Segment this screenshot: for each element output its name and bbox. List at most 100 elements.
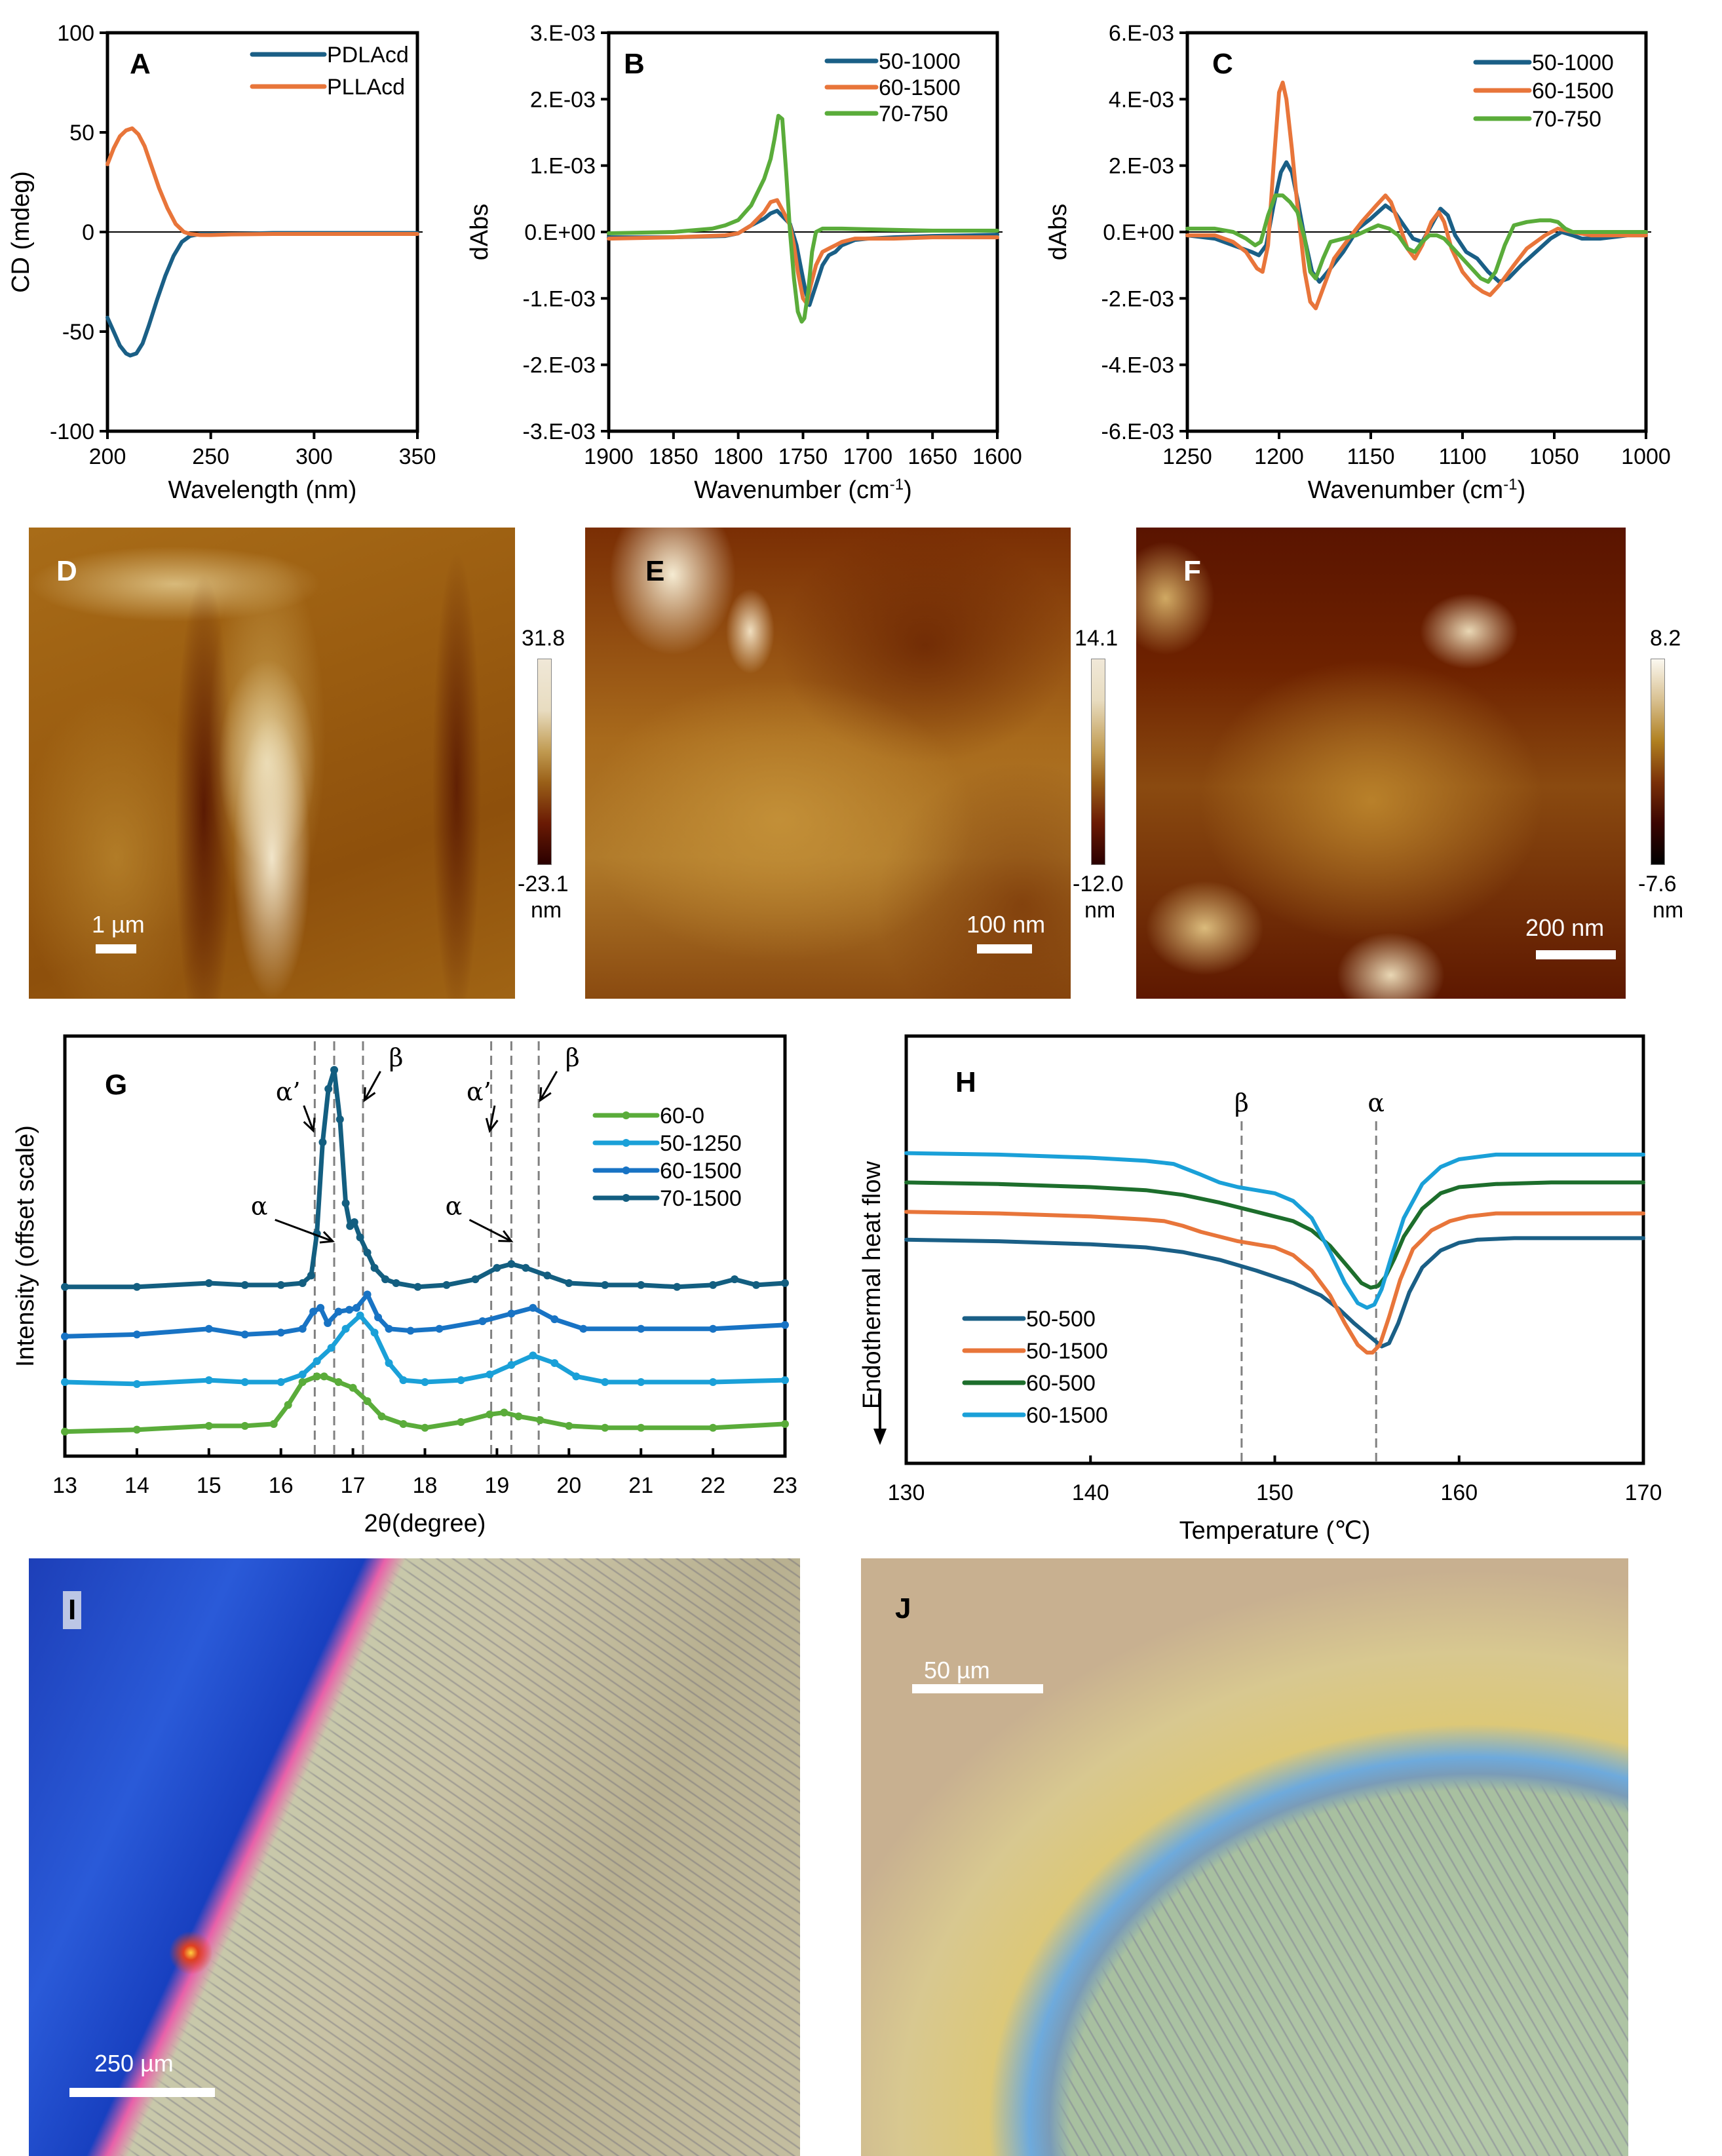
x-tick-label: 140 [1072, 1480, 1109, 1505]
annotation-arrow [469, 1219, 512, 1242]
scale-bar-label-j: 50 µm [924, 1657, 990, 1684]
y-axis-title: CD (mdeg) [7, 171, 35, 293]
y-tick-label: 2.E-03 [530, 87, 596, 112]
series-line-60-1500 [904, 1151, 1645, 1310]
data-point [507, 1309, 516, 1318]
data-point [507, 1260, 516, 1268]
y-tick-label: -100 [50, 419, 94, 444]
colorbar-max-f: 8.2 [1650, 626, 1681, 651]
scale-bar-f [1536, 950, 1616, 959]
x-tick-label: 300 [296, 444, 333, 469]
data-point [781, 1320, 789, 1329]
legend-marker [622, 1194, 630, 1202]
data-point [709, 1280, 718, 1289]
data-point [363, 1248, 372, 1257]
data-point [486, 1370, 494, 1379]
legend-marker [622, 1166, 630, 1174]
panel-letter-c: C [1212, 48, 1233, 80]
x-axis-title: 2θ(degree) [364, 1510, 486, 1537]
data-point [277, 1328, 285, 1337]
data-point [522, 1263, 530, 1272]
data-point [478, 1317, 487, 1326]
data-point [377, 1412, 386, 1421]
x-axis-title-end: ) [1518, 476, 1526, 504]
series-line-70-750 [607, 113, 999, 324]
legend-label: 60-0 [660, 1104, 704, 1128]
arrow-down-icon [873, 1429, 887, 1445]
data-point [313, 1372, 321, 1381]
data-point [752, 1280, 761, 1289]
x-tick-label: 21 [628, 1473, 653, 1498]
scale-bar-e [977, 944, 1032, 953]
data-point [277, 1378, 285, 1387]
panel-letter-f: F [1183, 555, 1201, 587]
data-point [330, 1066, 339, 1074]
annotation-arrow [539, 1071, 558, 1101]
data-point [514, 1412, 523, 1421]
x-tick-label: 150 [1256, 1480, 1293, 1505]
x-tick-label: 18 [413, 1473, 438, 1498]
y-tick-label: -2.E-03 [523, 353, 596, 378]
x-tick-label: 14 [124, 1473, 149, 1498]
data-point [565, 1421, 573, 1430]
legend-label: PLLAcd [327, 75, 405, 100]
data-point [307, 1271, 315, 1280]
x-axis-title: Wavenumber (cm-1) [1308, 476, 1525, 505]
data-point [709, 1324, 718, 1333]
data-point [61, 1332, 69, 1341]
data-point [781, 1376, 789, 1385]
annotation-arrow [275, 1218, 334, 1242]
series-line-50-1500 [904, 1210, 1645, 1355]
y-tick-label: -4.E-03 [1101, 353, 1175, 378]
colorbar-min-d: -23.1 [518, 872, 569, 896]
colorbar-unit-f: nm [1653, 898, 1684, 923]
data-point [356, 1233, 364, 1242]
data-point [61, 1378, 69, 1387]
legend-label: 50-1000 [879, 49, 961, 74]
data-point [334, 1378, 343, 1387]
series-line-50-1250 [62, 1313, 788, 1387]
data-point [374, 1313, 383, 1322]
y-tick-label: 2.E-03 [1109, 154, 1174, 179]
reference-label: β [1234, 1088, 1249, 1117]
data-point [507, 1360, 516, 1369]
data-point [204, 1324, 213, 1333]
y-tick-label: -50 [62, 320, 94, 345]
data-point [341, 1199, 350, 1207]
x-axis-title-end: ) [904, 476, 912, 504]
afm-image-e: E 100 nm [585, 528, 1071, 999]
panel-letter-g: G [105, 1069, 127, 1101]
data-point [709, 1423, 718, 1432]
x-axis-title: Wavenumber (cm-1) [694, 476, 911, 505]
data-point [313, 1357, 321, 1366]
series-line-60-1500 [62, 1292, 788, 1339]
legend-label: 50-1000 [1532, 50, 1614, 75]
annotation-arrow [303, 1105, 315, 1132]
panel-letter-h: H [955, 1066, 976, 1098]
data-point [731, 1275, 739, 1284]
series-line-70-750 [1185, 193, 1648, 284]
peak-annotation: α [446, 1191, 463, 1220]
y-tick-label: -3.E-03 [523, 419, 596, 444]
x-tick-label: 130 [888, 1480, 925, 1505]
legend-label: 70-750 [1532, 107, 1601, 132]
scale-bar-label-e: 100 nm [966, 911, 1046, 938]
panel-c-ftir-fingerprint: 1250 1200 1150 1100 1050 1000 -6.E-03 -4.E-03 -2… [1044, 21, 1671, 504]
data-point [471, 1275, 480, 1284]
data-point [399, 1419, 408, 1428]
panel-g-xrd: 13 14 15 16 17 18 19 20 21 22 23 2θ(degree) Intensit… [12, 1034, 797, 1537]
arrow-head [303, 1117, 316, 1133]
x-axis-title-superscript: -1 [890, 476, 904, 493]
data-point [637, 1324, 645, 1333]
data-point [529, 1351, 537, 1360]
series-line-60-1500 [1185, 81, 1648, 311]
data-point [637, 1423, 645, 1432]
data-point [334, 1307, 343, 1316]
data-point [421, 1378, 429, 1387]
series-line-60-500 [904, 1180, 1645, 1290]
data-point [601, 1423, 609, 1432]
data-point [421, 1423, 429, 1432]
x-axis-title: Wavelength (nm) [168, 476, 357, 504]
y-tick-label: 50 [69, 121, 94, 145]
